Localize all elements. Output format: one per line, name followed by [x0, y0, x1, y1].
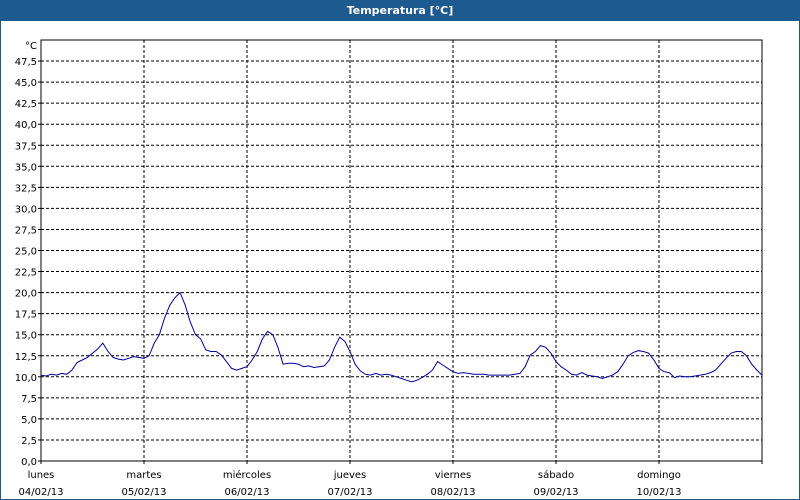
chart-title: Temperatura [°C] [1, 1, 799, 21]
x-tick-date-label: 10/02/13 [637, 487, 682, 498]
x-tick-day-label: jueves [333, 470, 367, 481]
x-tick-day-label: sábado [538, 469, 574, 481]
y-tick-label: 45,0 [15, 78, 37, 89]
y-tick-label: 2,5 [21, 436, 37, 447]
y-tick-label: 12,5 [15, 352, 37, 363]
x-axis: lunes 04/02/13 martes 05/02/13 miércoles 06/0… [19, 461, 763, 498]
y-tick-label: 47,5 [15, 57, 37, 68]
y-tick-label: 0,0 [21, 457, 37, 468]
x-tick-date-label: 07/02/13 [328, 487, 373, 498]
y-tick-label: 22,5 [15, 268, 37, 279]
y-axis-unit-label: °C [25, 41, 37, 52]
x-tick-date-label: 05/02/13 [122, 487, 167, 498]
y-tick-label: 20,0 [15, 289, 37, 300]
x-tick-day-label: domingo [637, 470, 681, 481]
y-tick-label: 7,5 [21, 394, 37, 405]
y-tick-label: 30,0 [15, 204, 37, 215]
y-tick-label: 32,5 [15, 183, 37, 194]
y-tick-label: 40,0 [15, 120, 37, 131]
y-tick-label: 37,5 [15, 141, 37, 152]
y-axis: 0,0 2,5 5,0 7,5 10,0 12,5 15,0 17,5 20,0 22,5 25,0… [15, 57, 41, 468]
x-tick-day-label: martes [126, 470, 161, 481]
y-tick-label: 42,5 [15, 99, 37, 110]
y-tick-label: 17,5 [15, 310, 37, 321]
y-tick-label: 25,0 [15, 247, 37, 258]
y-tick-label: 27,5 [15, 225, 37, 236]
x-tick-day-label: miércoles [223, 469, 271, 481]
y-tick-label: 35,0 [15, 162, 37, 173]
x-tick-day-label: lunes [28, 470, 55, 481]
y-tick-label: 10,0 [15, 373, 37, 384]
x-tick-date-label: 09/02/13 [534, 487, 579, 498]
x-tick-date-label: 06/02/13 [225, 487, 270, 498]
x-tick-day-label: viernes [435, 470, 471, 481]
grid-lines [41, 40, 762, 461]
x-tick-date-label: 08/02/13 [431, 487, 476, 498]
y-tick-label: 15,0 [15, 331, 37, 342]
temperature-series-line [40, 291, 763, 383]
y-tick-label: 5,0 [21, 415, 37, 426]
x-tick-date-label: 04/02/13 [19, 487, 64, 498]
